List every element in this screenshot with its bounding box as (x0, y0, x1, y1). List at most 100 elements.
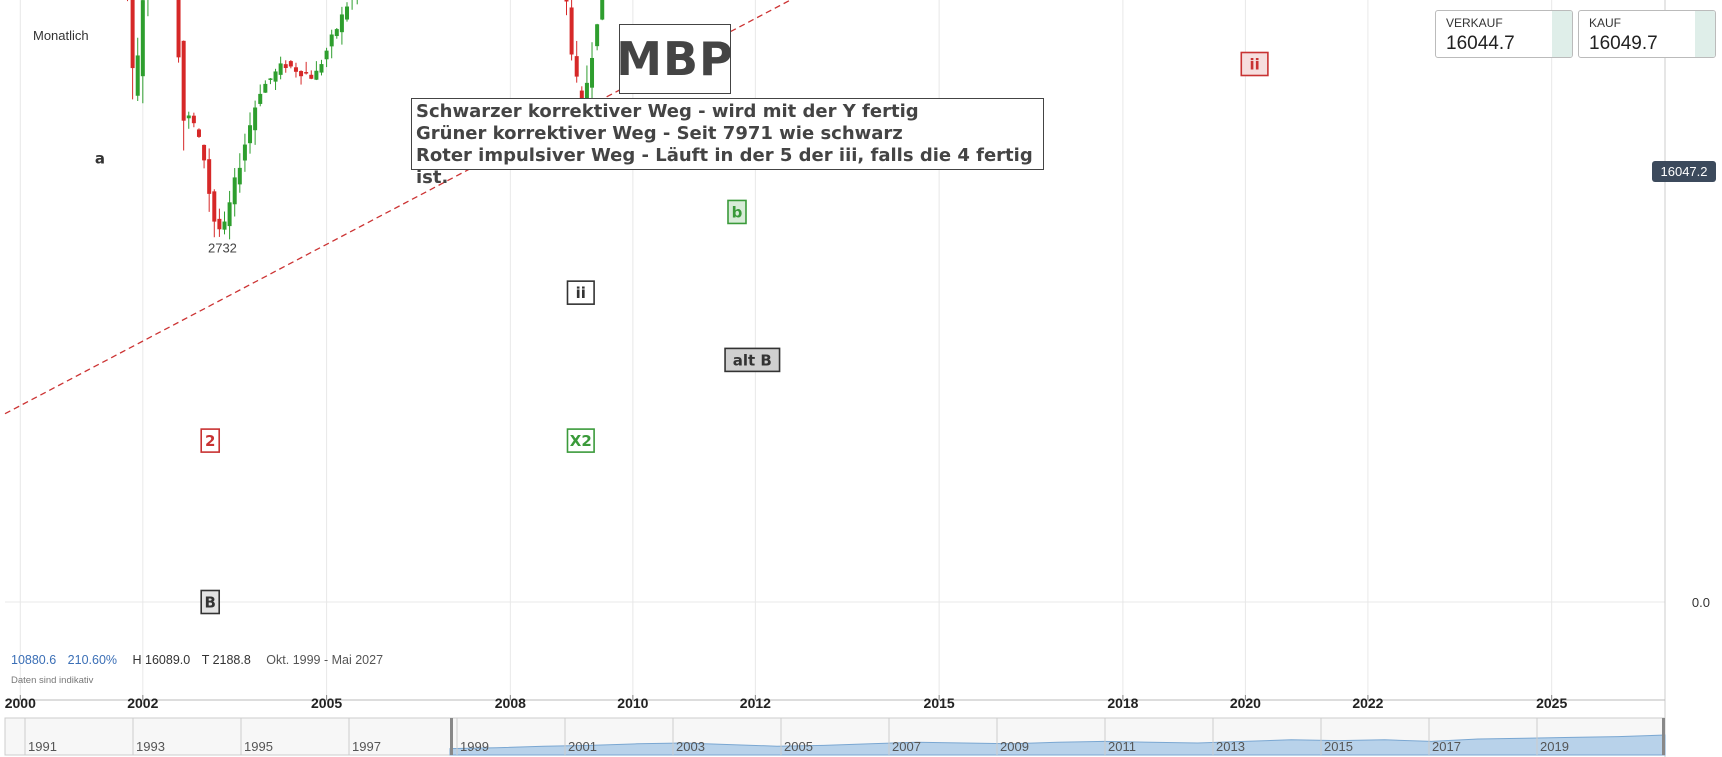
wave-label-black: B (200, 589, 221, 615)
navigator-tick-label: 2005 (784, 739, 813, 754)
wave-label-box (566, 428, 595, 453)
wave-label-box (200, 589, 221, 615)
candle-body (288, 61, 293, 67)
candle-body (242, 144, 247, 161)
navigator-tick-label: 2015 (1324, 739, 1353, 754)
candle-body (574, 56, 579, 77)
buy-quote-accent (1695, 11, 1715, 57)
wave-label-green: X2 (566, 428, 595, 453)
wave-label-text: X2 (570, 432, 592, 450)
x-axis: 2000 2002 2005 2008 2010 2012 2015 2018 2020 2022… (5, 695, 1567, 711)
x-tick-label: 2022 (1352, 695, 1383, 711)
candle-body (202, 144, 207, 161)
timeframe-label[interactable]: Monatlich (33, 28, 89, 43)
navigator-tick-label: 2013 (1216, 739, 1245, 754)
candle-body (186, 115, 191, 119)
stats-bar: 10880.6 210.60% H 16089.0 T 2188.8 Okt. … (11, 653, 383, 667)
stat-range: Okt. 1999 - Mai 2027 (266, 653, 384, 667)
x-tick-label: 2020 (1230, 695, 1261, 711)
candle-body (584, 82, 589, 111)
x-tick-label: 2000 (5, 695, 36, 711)
candle-body (263, 83, 268, 93)
wave-label-box (566, 280, 595, 305)
candle-body (232, 177, 237, 205)
navigator-left-handle (450, 718, 453, 755)
candle-body (217, 218, 222, 230)
candle-body (314, 70, 319, 80)
x-tick-label: 2012 (740, 695, 771, 711)
wave-label-text: B (204, 593, 215, 611)
sell-quote-accent (1552, 11, 1572, 57)
wave-label-black: a (95, 150, 105, 168)
navigator-tick-label: 2007 (892, 739, 921, 754)
current-price-value: 16047.2 (1660, 164, 1708, 179)
candle-body (293, 67, 298, 72)
candle-body (590, 57, 595, 88)
wave-label-text: a (95, 150, 105, 168)
buy-value: 16049.7 (1589, 33, 1658, 54)
x-tick-label: 2005 (311, 695, 342, 711)
y-axis: 0.05000.010000.015000.020000.0 (1692, 595, 1710, 610)
logo-text: MBP (616, 32, 734, 86)
wave-label-text: 2 (205, 432, 215, 450)
candle-body (196, 129, 201, 137)
legend-line-green: Grüner korrektiver Weg - Seit 7971 wie s… (416, 123, 903, 144)
navigator[interactable]: 1991 1993 1995 1997 1999 2001 2003 2005 2007 2009… (4, 717, 1666, 756)
candle-body (140, 0, 145, 77)
wave-label-text: alt B (733, 351, 772, 369)
navigator-tick-label: 2011 (1108, 739, 1136, 754)
x-tick-label: 2002 (127, 695, 158, 711)
legend-box: Schwarzer korrektiver Weg - wird mit der… (411, 98, 1044, 188)
wave-label-text: ii (576, 284, 586, 302)
buy-label: KAUF (1589, 16, 1622, 30)
y-tick-label: 0.0 (1692, 595, 1710, 610)
x-tick-label: 2008 (495, 695, 526, 711)
navigator-tick-label: 2017 (1432, 739, 1461, 754)
candle-body (191, 115, 196, 124)
candle-body (324, 50, 329, 60)
candles (127, 0, 605, 240)
candle-body (564, 0, 569, 2)
wave-label-box (727, 199, 747, 225)
wave-label-box (200, 428, 221, 453)
wave-label-box (1240, 51, 1269, 77)
candle-body (258, 93, 263, 104)
candle-body (319, 64, 324, 73)
trendline (4, 0, 792, 415)
candle-body (181, 40, 186, 121)
candle-body (130, 0, 135, 69)
wave-label-text: b (732, 203, 743, 221)
candle-body (283, 64, 288, 69)
candle-body (339, 14, 344, 33)
candle-body (334, 29, 339, 37)
legend-line-red: Roter impulsiver Weg - Läuft in der 5 de… (416, 145, 1033, 188)
wave-label-black: ii (566, 280, 595, 305)
stat-change: 210.60% (67, 653, 118, 667)
data-note: Daten sind indikativ (11, 675, 94, 686)
navigator-tick-label: 2019 (1540, 739, 1569, 754)
sell-label: VERKAUF (1446, 16, 1503, 30)
navigator-tick-label: 1995 (244, 739, 273, 754)
candle-body (278, 63, 283, 75)
candle-body (309, 74, 314, 79)
price-label: 2732 (208, 241, 237, 256)
stat-last: 10880.6 (11, 653, 57, 667)
stat-low: T 2188.8 (201, 653, 251, 667)
candle-body (595, 24, 600, 47)
navigator-tick-label: 1991 (28, 739, 57, 754)
wave-label-red: ii (1240, 51, 1269, 77)
candle-body (345, 6, 350, 20)
navigator-tick-label: 1999 (460, 739, 489, 754)
wave-label-text: ii (1249, 55, 1259, 73)
trendline-layer (4, 0, 792, 415)
navigator-tick-label: 1997 (352, 739, 381, 754)
candle-body (600, 0, 605, 20)
candle-body (176, 0, 181, 58)
sell-value: 16044.7 (1446, 33, 1515, 54)
x-tick-label: 2015 (924, 695, 955, 711)
legend-line-black: Schwarzer korrektiver Weg - wird mit der… (416, 101, 919, 122)
logo-box: MBP (616, 24, 734, 94)
buy-quote[interactable]: KAUF 16049.7 (1578, 10, 1716, 58)
sell-quote[interactable]: VERKAUF 16044.7 (1435, 10, 1573, 58)
